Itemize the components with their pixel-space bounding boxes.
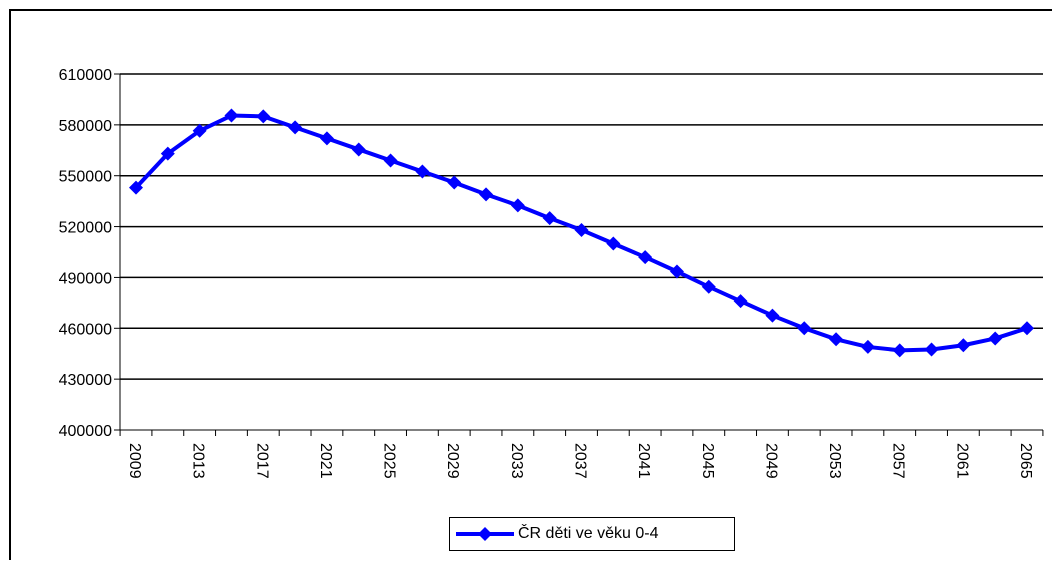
x-axis-ticks: 2009 2013 2017 2021 2025 2029 2033 2037 2041 2045…: [119, 430, 1044, 479]
axes: [119, 74, 1043, 431]
x-tick-label: 2061: [953, 443, 970, 479]
data-point: [288, 120, 303, 135]
data-point: [224, 108, 239, 123]
data-point: [129, 180, 143, 195]
y-tick-label: 550000: [59, 169, 112, 186]
x-tick-label: 2009: [126, 443, 143, 479]
y-axis-ticks: 400000 430000 460000 490000 520000 550000 5800…: [59, 67, 120, 440]
legend-label: ČR děti ve věku 0-4: [518, 525, 659, 542]
data-point: [733, 294, 748, 309]
data-point: [924, 342, 939, 357]
data-point: [669, 264, 684, 279]
x-tick-label: 2017: [253, 443, 270, 479]
data-point: [606, 236, 621, 251]
y-tick-label: 460000: [59, 321, 112, 338]
data-point: [860, 339, 875, 354]
x-tick-label: 2021: [317, 443, 334, 479]
y-tick-label: 400000: [59, 423, 112, 440]
data-point: [383, 153, 398, 168]
x-tick-label: 2033: [508, 443, 525, 479]
data-point: [574, 222, 589, 237]
chart-frame: [9, 9, 1052, 560]
y-tick-label: 580000: [59, 118, 112, 135]
y-tick-label: 490000: [59, 270, 112, 287]
x-tick-label: 2029: [444, 443, 461, 479]
y-tick-label: 520000: [59, 220, 112, 237]
data-point: [351, 142, 366, 157]
x-tick-label: 2025: [381, 443, 398, 479]
x-tick-label: 2049: [762, 443, 779, 479]
x-tick-label: 2013: [190, 443, 207, 479]
x-tick-label: 2045: [699, 443, 716, 479]
x-tick-label: 2065: [1017, 443, 1034, 479]
legend: ČR děti ve věku 0-4: [449, 517, 735, 551]
data-point: [256, 109, 271, 124]
data-point: [701, 279, 716, 294]
y-tick-label: 610000: [59, 67, 112, 84]
data-point: [192, 123, 207, 138]
data-point: [415, 164, 430, 179]
data-point: [510, 198, 525, 213]
x-tick-label: 2057: [890, 443, 907, 479]
x-tick-label: 2037: [572, 443, 589, 479]
data-point: [956, 338, 971, 353]
data-point: [829, 332, 844, 347]
data-point: [319, 131, 334, 146]
data-point: [892, 343, 907, 358]
data-point: [765, 308, 780, 323]
legend-marker: [456, 527, 514, 541]
data-point: [638, 250, 653, 265]
y-tick-label: 430000: [59, 372, 112, 389]
data-point: [988, 331, 1003, 346]
data-point: [797, 321, 812, 336]
x-tick-label: 2041: [635, 443, 652, 479]
data-point: [542, 211, 557, 226]
data-point: [160, 146, 175, 161]
data-point: [479, 187, 494, 202]
data-point: [1020, 321, 1034, 336]
data-point: [447, 175, 462, 190]
x-tick-label: 2053: [826, 443, 843, 479]
series-group: [129, 108, 1034, 358]
